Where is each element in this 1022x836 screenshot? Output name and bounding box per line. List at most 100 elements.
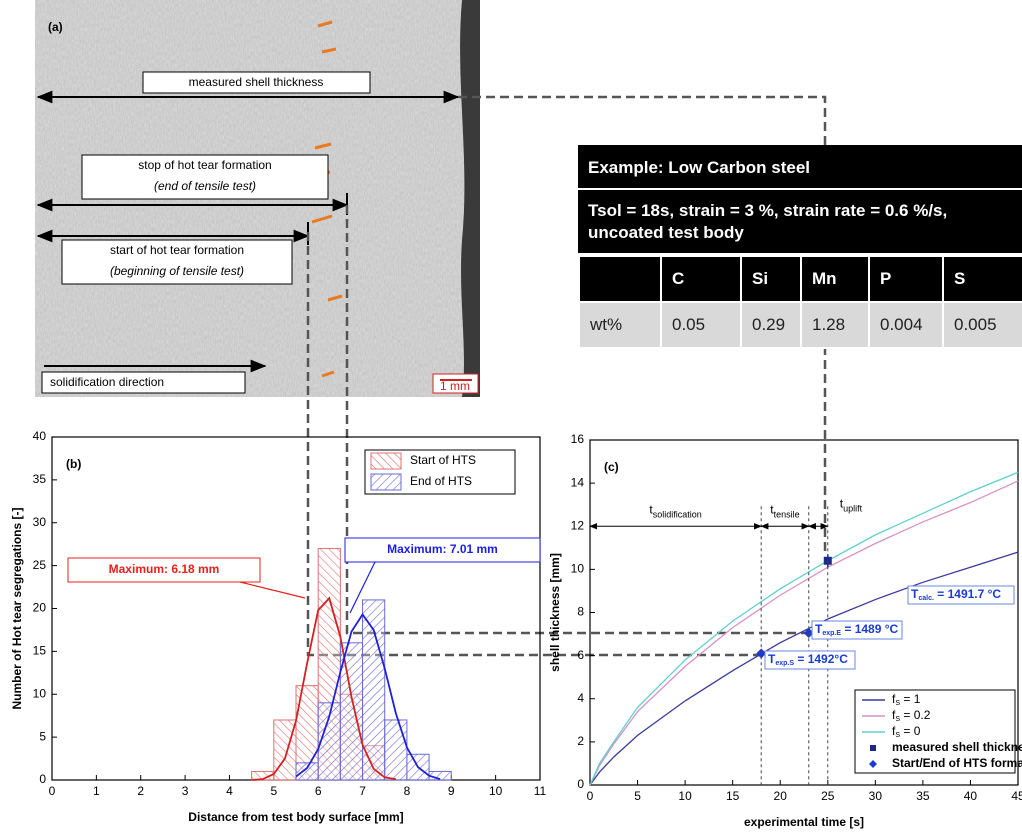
legend-swatch xyxy=(371,474,401,490)
cell: wt% xyxy=(579,302,661,348)
y-tick-label: 14 xyxy=(571,475,585,489)
annotation-pointer xyxy=(240,582,305,598)
x-tick-label: 6 xyxy=(315,784,322,798)
table-conditions: Tsol = 18s, strain = 3 %, strain rate = … xyxy=(578,190,1022,255)
temperature-label-part: exp.S xyxy=(775,660,794,667)
x-tick-label: 11 xyxy=(534,784,547,798)
temperature-label-part: exp.E xyxy=(822,630,841,637)
y-tick-label: 0 xyxy=(577,777,584,791)
cell: 0.05 xyxy=(661,302,741,348)
y-tick-label: 25 xyxy=(33,558,47,572)
y-tick-label: 10 xyxy=(33,686,47,700)
phase-label: tuplift xyxy=(840,496,863,513)
y-tick-label: 40 xyxy=(33,429,47,443)
x-tick-label: 45 xyxy=(1011,789,1022,803)
header-cell: S xyxy=(943,256,1022,302)
phase-label-part: solidification xyxy=(653,510,702,520)
legend-label: Start/End of HTS formation xyxy=(892,756,1022,770)
legend-label: End of HTS xyxy=(410,474,472,488)
x-tick-label: 9 xyxy=(448,784,455,798)
histogram-bar xyxy=(296,763,318,780)
x-tick-label: 40 xyxy=(964,789,978,803)
scale-bar-label: 1 mm xyxy=(440,379,470,393)
histogram-bar xyxy=(340,643,362,780)
legend-label-part: = 1 xyxy=(900,692,921,706)
x-axis-label: Distance from test body surface [mm] xyxy=(188,810,403,824)
legend-label-part: = 0 xyxy=(900,724,921,738)
y-axis-label: shell thickness [mm] xyxy=(548,553,562,672)
x-tick-label: 0 xyxy=(49,784,56,798)
micrograph-label: solidification direction xyxy=(50,375,164,389)
annotation: Maximum: 7.01 mm xyxy=(387,542,498,556)
histogram-bar xyxy=(385,720,407,780)
micrograph-label: measured shell thickness xyxy=(189,75,324,89)
legend-label-part: = 0.2 xyxy=(900,708,931,722)
micrograph-label: (end of tensile test) xyxy=(154,179,256,193)
composition-table: Example: Low Carbon steel Tsol = 18s, st… xyxy=(578,145,1022,349)
x-tick-label: 5 xyxy=(270,784,277,798)
x-tick-label: 0 xyxy=(587,789,594,803)
header-cell: C xyxy=(661,256,741,302)
y-tick-label: 30 xyxy=(33,515,47,529)
y-tick-label: 20 xyxy=(33,601,47,615)
micrograph-label: stop of hot tear formation xyxy=(138,158,271,172)
y-axis-label: Number of Hot tear segregations [-] xyxy=(10,507,24,709)
x-tick-label: 5 xyxy=(634,789,641,803)
temperature-label-part: = 1492°C xyxy=(794,652,848,666)
y-tick-label: 8 xyxy=(577,605,584,619)
panel-label: (c) xyxy=(604,460,619,474)
annotation: Maximum: 6.18 mm xyxy=(109,562,220,576)
y-tick-label: 4 xyxy=(577,691,584,705)
y-tick-label: 0 xyxy=(39,772,46,786)
x-tick-label: 15 xyxy=(726,789,740,803)
cell: 0.29 xyxy=(741,302,801,348)
phase-label-part: tensile xyxy=(774,510,800,520)
phase-label: tsolidification xyxy=(649,502,701,519)
legend-label: measured shell thickness xyxy=(892,740,1022,754)
x-tick-label: 7 xyxy=(359,784,366,798)
y-tick-label: 15 xyxy=(33,644,47,658)
table-header: CSiMnPS xyxy=(579,256,1022,302)
panel-label: (b) xyxy=(66,457,81,471)
temperature-label-part: = 1491.7 °C xyxy=(934,587,1002,601)
legend-swatch xyxy=(371,453,401,469)
table-title: Example: Low Carbon steel xyxy=(578,145,1022,190)
temperature-label-part: = 1489 °C xyxy=(841,622,899,636)
y-tick-label: 5 xyxy=(39,729,46,743)
micrograph-label: start of hot tear formation xyxy=(110,243,244,257)
x-tick-label: 25 xyxy=(821,789,835,803)
x-tick-label: 3 xyxy=(182,784,189,798)
corner-cell xyxy=(579,256,661,302)
y-tick-label: 10 xyxy=(571,562,585,576)
x-tick-label: 20 xyxy=(774,789,788,803)
table-grid: CSiMnPS wt%0.050.291.280.0040.005 xyxy=(578,255,1022,349)
legend-label: Start of HTS xyxy=(410,453,476,467)
x-tick-label: 2 xyxy=(137,784,144,798)
x-tick-label: 30 xyxy=(869,789,883,803)
x-tick-label: 1 xyxy=(93,784,100,798)
x-axis-label: experimental time [s] xyxy=(744,815,864,829)
header-cell: P xyxy=(869,256,943,302)
header-cell: Si xyxy=(741,256,801,302)
y-tick-label: 35 xyxy=(33,472,47,486)
x-tick-label: 8 xyxy=(404,784,411,798)
page: (a) measured shell thickness stop of hot t… xyxy=(0,0,1022,836)
cell: 0.004 xyxy=(869,302,943,348)
micrograph-label: (beginning of tensile test) xyxy=(110,264,244,278)
x-tick-label: 4 xyxy=(226,784,233,798)
cell: 1.28 xyxy=(801,302,869,348)
figure: (a) measured shell thickness stop of hot t… xyxy=(0,0,1022,836)
phase-label: ttensile xyxy=(770,502,799,519)
cell: 0.005 xyxy=(943,302,1022,348)
phase-label-part: uplift xyxy=(843,504,863,514)
panel-label: (a) xyxy=(48,20,63,34)
legend-swatch xyxy=(870,745,876,751)
temperature-label-part: calc. xyxy=(918,595,934,602)
x-tick-label: 10 xyxy=(678,789,692,803)
y-tick-label: 2 xyxy=(577,734,584,748)
y-tick-label: 6 xyxy=(577,648,584,662)
header-cell: Mn xyxy=(801,256,869,302)
